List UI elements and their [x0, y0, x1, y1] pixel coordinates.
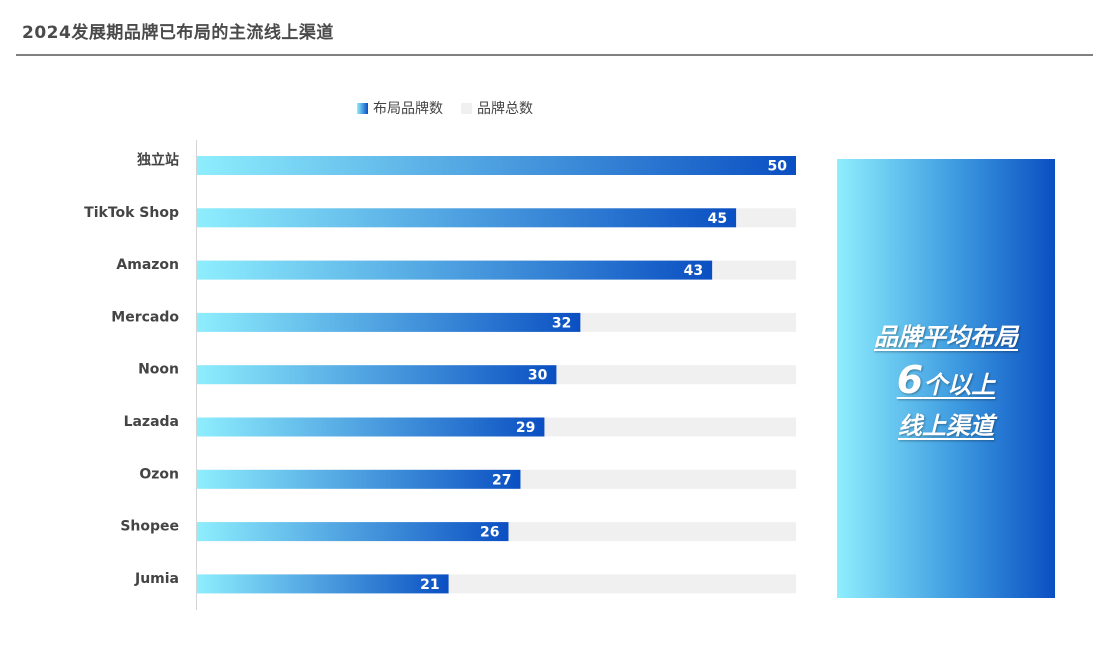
data-label-6: 27	[492, 472, 511, 488]
category-label-5: Lazada	[124, 414, 179, 430]
bar-deployed-4	[197, 365, 557, 385]
bar-deployed-5	[197, 417, 545, 437]
bar-deployed-2	[197, 260, 713, 280]
data-label-3: 32	[552, 315, 571, 331]
legend-item-deployed: 布局品牌数	[357, 98, 443, 118]
legend-label-deployed: 布局品牌数	[373, 101, 443, 117]
chart-title: 2024发展期品牌已布局的主流线上渠道	[22, 23, 334, 43]
bar-deployed-1	[197, 208, 737, 228]
category-label-8: Jumia	[134, 571, 179, 587]
legend-item-total: 品牌总数	[461, 98, 533, 118]
bar-deployed-8	[197, 574, 449, 594]
bar-chart: 50 独立站 45 TikTok Shop 43 Amazon 32 Mercado 30 Noo…	[84, 140, 796, 610]
data-label-2: 43	[684, 263, 703, 279]
data-label-0: 50	[768, 159, 788, 175]
callout-line1: 品牌平均布局	[874, 322, 1018, 351]
bar-deployed-0	[197, 156, 796, 175]
category-label-0: 独立站	[137, 152, 179, 169]
category-label-7: Shopee	[120, 519, 179, 535]
legend-swatch-deployed	[357, 102, 368, 114]
bar-deployed-6	[197, 469, 521, 489]
data-label-1: 45	[708, 211, 727, 227]
bar-deployed-3	[197, 312, 581, 332]
callout-line2: 6个以上	[897, 358, 995, 402]
category-label-1: TikTok Shop	[84, 205, 179, 221]
legend-swatch-total	[461, 102, 472, 114]
data-label-4: 30	[528, 368, 548, 384]
callout-number: 6	[896, 357, 924, 402]
data-label-5: 29	[516, 420, 535, 436]
category-label-2: Amazon	[116, 257, 179, 273]
bars-group: 50 独立站 45 TikTok Shop 43 Amazon 32 Mercado 30 Noo…	[84, 152, 796, 594]
legend-label-total: 品牌总数	[477, 101, 533, 117]
callout-line3: 线上渠道	[898, 411, 994, 440]
data-label-7: 26	[480, 525, 499, 541]
category-label-3: Mercado	[111, 309, 179, 325]
title-divider	[16, 54, 1093, 56]
callout-line2-suffix: 个以上	[923, 370, 996, 399]
category-label-6: Ozon	[139, 466, 179, 482]
data-label-8: 21	[420, 577, 439, 593]
category-label-4: Noon	[138, 362, 179, 378]
legend: 布局品牌数 品牌总数	[357, 98, 551, 118]
summary-callout: 品牌平均布局 6个以上 线上渠道	[837, 159, 1055, 598]
bar-deployed-7	[197, 522, 509, 542]
